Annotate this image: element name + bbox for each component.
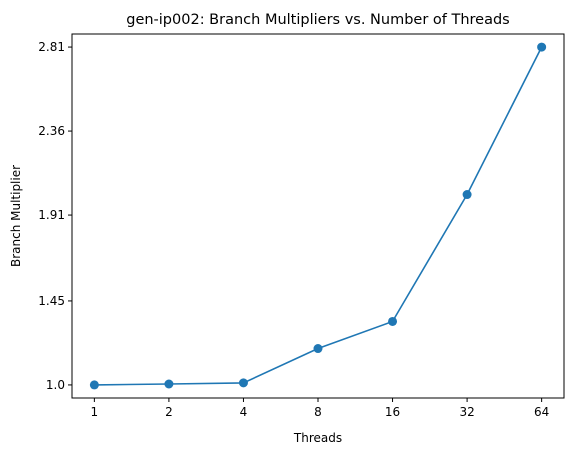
x-tick-label: 1 bbox=[91, 405, 99, 419]
x-tick-label: 2 bbox=[165, 405, 173, 419]
data-point bbox=[238, 378, 248, 388]
data-point bbox=[537, 42, 547, 52]
y-axis: 1.0 1.45 1.91 2.36 2.81 bbox=[38, 40, 72, 392]
series-markers bbox=[89, 42, 547, 390]
data-point bbox=[388, 316, 398, 326]
x-tick-label: 4 bbox=[240, 405, 248, 419]
x-tick-label: 32 bbox=[459, 405, 474, 419]
data-point bbox=[313, 344, 323, 354]
y-tick-label: 1.45 bbox=[38, 294, 65, 308]
y-axis-label: Branch Multiplier bbox=[9, 165, 23, 267]
y-tick-label: 2.81 bbox=[38, 40, 65, 54]
x-tick-label: 8 bbox=[314, 405, 322, 419]
y-tick-label: 1.91 bbox=[38, 208, 65, 222]
series-line bbox=[94, 46, 543, 386]
plot-area-frame bbox=[71, 33, 565, 399]
data-point bbox=[462, 190, 472, 200]
x-tick-label: 16 bbox=[385, 405, 400, 419]
y-tick-label: 2.36 bbox=[38, 124, 65, 138]
data-point bbox=[164, 379, 174, 389]
x-axis: 1 2 4 8 16 32 64 bbox=[91, 398, 549, 419]
y-tick-label: 1.0 bbox=[46, 378, 65, 392]
x-axis-label: Threads bbox=[293, 431, 342, 445]
chart-title: gen-ip002: Branch Multipliers vs. Number… bbox=[126, 12, 510, 28]
x-tick-label: 64 bbox=[534, 405, 549, 419]
data-point bbox=[89, 380, 99, 390]
